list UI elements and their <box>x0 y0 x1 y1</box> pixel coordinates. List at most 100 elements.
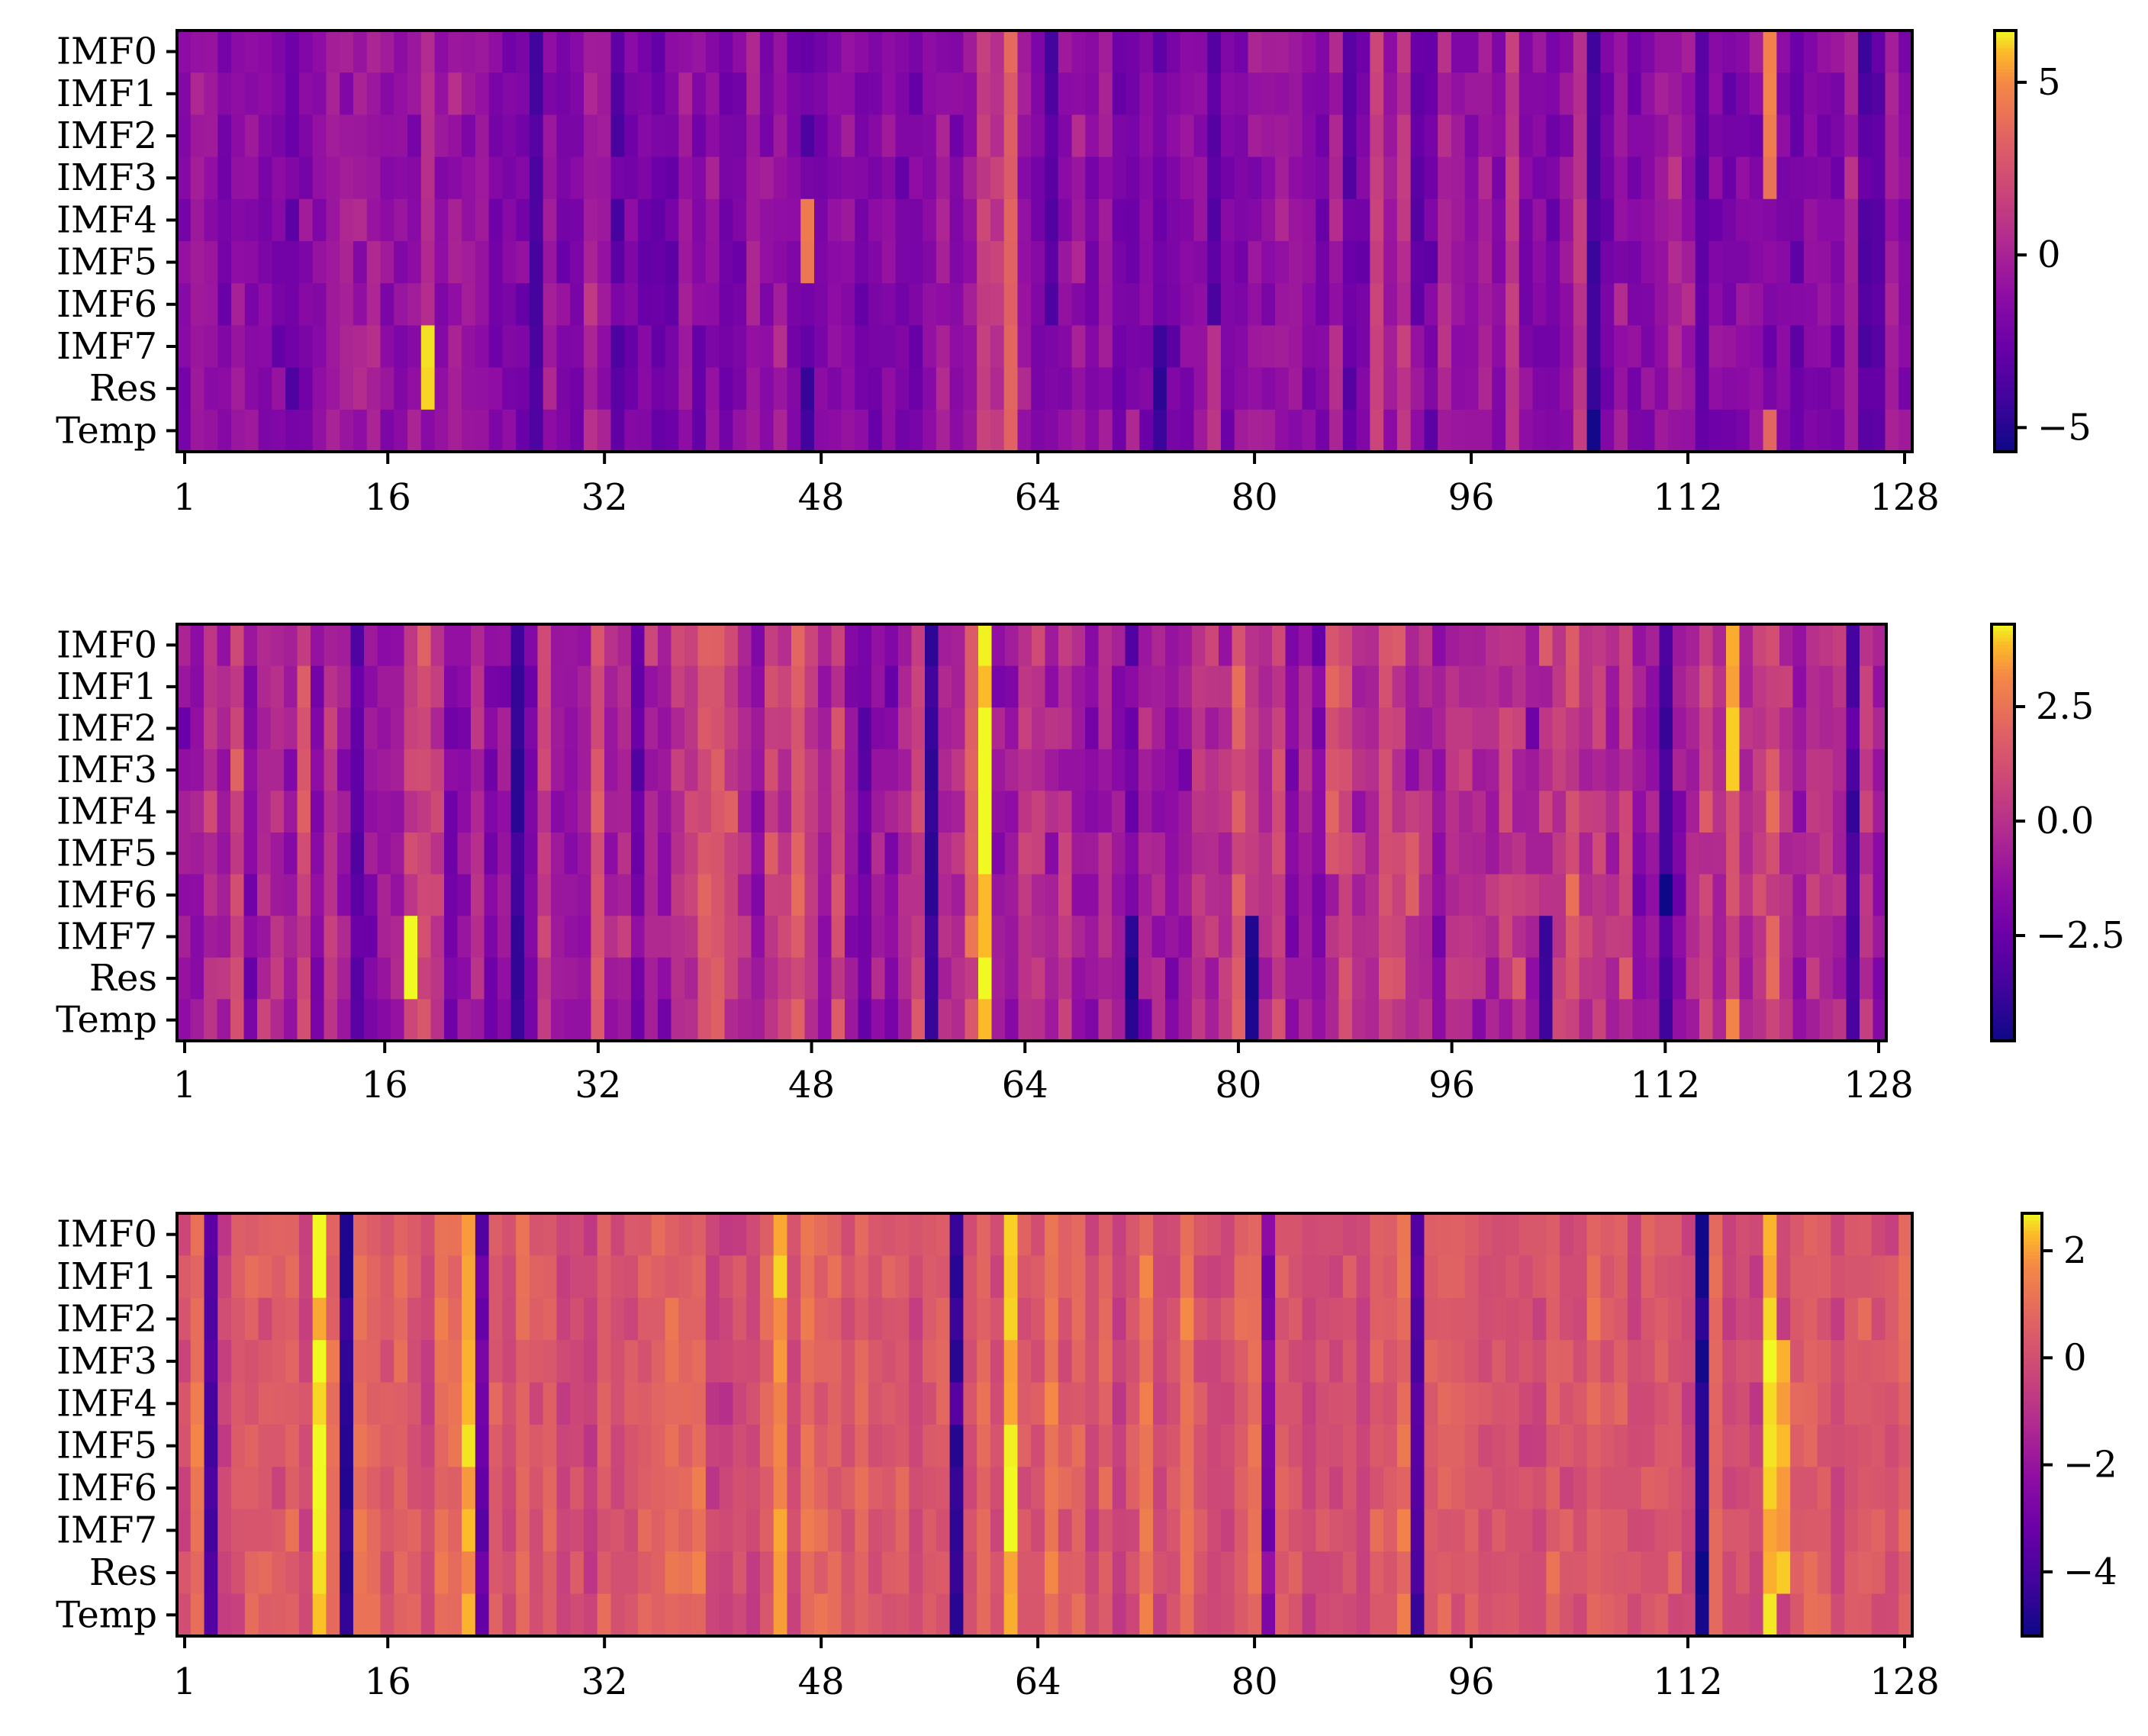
heatmap-cell <box>430 999 445 1042</box>
heatmap-cell <box>417 749 432 791</box>
heatmap-cell <box>804 665 819 708</box>
heatmap-cell <box>448 31 462 73</box>
heatmap-cell <box>855 241 869 284</box>
heatmap-cell <box>1058 624 1073 667</box>
heatmap-cell <box>1316 1425 1330 1467</box>
heatmap-cell <box>604 999 619 1042</box>
heatmap-cell <box>1153 1593 1167 1637</box>
y-tick-label: IMF3 <box>56 1340 157 1383</box>
heatmap-cell <box>488 72 503 115</box>
heatmap-cell <box>1776 1340 1791 1383</box>
heatmap-cell <box>551 916 565 958</box>
heatmap-cell <box>364 833 378 875</box>
heatmap-cell <box>624 31 639 73</box>
heatmap-cell <box>1017 283 1032 326</box>
heatmap-cell <box>1005 707 1019 750</box>
heatmap-cell <box>1153 114 1167 158</box>
x-tick-label: 80 <box>1232 1660 1278 1703</box>
heatmap-cell <box>190 791 204 833</box>
heatmap-cell <box>597 72 612 115</box>
y-tick-label: IMF2 <box>56 1298 157 1341</box>
heatmap-cell <box>1749 1425 1764 1467</box>
heatmap-cell <box>524 833 539 875</box>
heatmap-cell <box>1546 325 1560 369</box>
heatmap-cell <box>190 114 205 158</box>
heatmap-cell <box>1518 1382 1534 1425</box>
heatmap-cell <box>1560 241 1574 284</box>
heatmap-cell <box>484 665 498 708</box>
heatmap-cell <box>1272 999 1287 1042</box>
heatmap-cell <box>551 749 565 791</box>
heatmap-cell <box>1261 1467 1276 1510</box>
heatmap-cell <box>1085 367 1100 411</box>
heatmap-cell <box>1898 1297 1913 1341</box>
heatmap-cell <box>1763 1382 1777 1425</box>
heatmap-cell <box>1193 1340 1208 1383</box>
heatmap-cell <box>1546 1297 1560 1341</box>
heatmap-cell <box>1776 1255 1791 1299</box>
heatmap-cell <box>1627 409 1642 453</box>
heatmap-cell <box>1139 198 1154 242</box>
heatmap-cell <box>610 409 625 453</box>
heatmap-cell <box>1844 1213 1859 1256</box>
heatmap-cell <box>366 31 382 73</box>
heatmap-cell <box>190 198 205 242</box>
heatmap-cell <box>516 1255 530 1299</box>
heatmap-cell <box>1844 1593 1859 1637</box>
heatmap-cell <box>855 72 869 115</box>
heatmap-cell <box>1605 833 1620 875</box>
heatmap-cell <box>230 707 245 750</box>
colorbar-segment <box>2022 1474 2042 1479</box>
heatmap-cell <box>1833 749 1847 791</box>
heatmap-cell <box>658 833 672 875</box>
heatmap-cell <box>1451 1551 1466 1595</box>
heatmap-cell <box>597 1255 612 1299</box>
heatmap-cell <box>1464 1255 1480 1299</box>
heatmap-cell <box>404 833 418 875</box>
heatmap-cell <box>868 325 883 369</box>
heatmap-cell <box>638 1467 652 1510</box>
heatmap-cell <box>1819 916 1834 958</box>
heatmap-cell <box>898 999 913 1042</box>
heatmap-cell <box>773 367 788 411</box>
heatmap-cell <box>1166 72 1181 115</box>
heatmap-cell <box>624 409 639 453</box>
heatmap-cell <box>1478 156 1493 200</box>
heatmap-cell <box>827 156 842 200</box>
heatmap-cell <box>1445 874 1460 916</box>
colorbar-segment <box>1992 1030 2014 1035</box>
heatmap-cell <box>444 833 459 875</box>
heatmap-cell <box>1220 1340 1235 1383</box>
heatmap-cell <box>1478 409 1493 453</box>
heatmap-cell <box>488 1213 503 1256</box>
heatmap-cell <box>1766 999 1780 1042</box>
heatmap-cell <box>638 1551 652 1595</box>
heatmap-cell <box>1248 156 1262 200</box>
heatmap-cell <box>1873 957 1887 1000</box>
heatmap-cell <box>1532 1255 1547 1299</box>
heatmap-cell <box>1245 707 1260 750</box>
heatmap-cell <box>1342 1382 1357 1425</box>
heatmap-cell <box>1031 198 1045 242</box>
heatmap-cell <box>326 72 340 115</box>
heatmap-cell <box>1099 1467 1113 1510</box>
heatmap-cell <box>364 791 378 833</box>
heatmap-cell <box>475 1340 490 1383</box>
heatmap-cell <box>1180 72 1195 115</box>
heatmap-cell <box>1379 624 1393 667</box>
heatmap-cell <box>1288 283 1303 326</box>
colorbar-segment <box>2022 1615 2042 1619</box>
heatmap-cell <box>884 957 899 1000</box>
heatmap-cell <box>1641 198 1656 242</box>
heatmap-cell <box>631 999 646 1042</box>
heatmap-cell <box>911 665 926 708</box>
heatmap-cell <box>1817 1467 1832 1510</box>
heatmap-cell <box>204 707 218 750</box>
heatmap-cell <box>564 624 578 667</box>
heatmap-cell <box>1776 1297 1791 1341</box>
heatmap-cell <box>1492 1509 1506 1552</box>
heatmap-cell <box>1071 156 1086 200</box>
heatmap-cell <box>1499 665 1513 708</box>
heatmap-cell <box>827 114 842 158</box>
heatmap-cell <box>963 1509 977 1552</box>
